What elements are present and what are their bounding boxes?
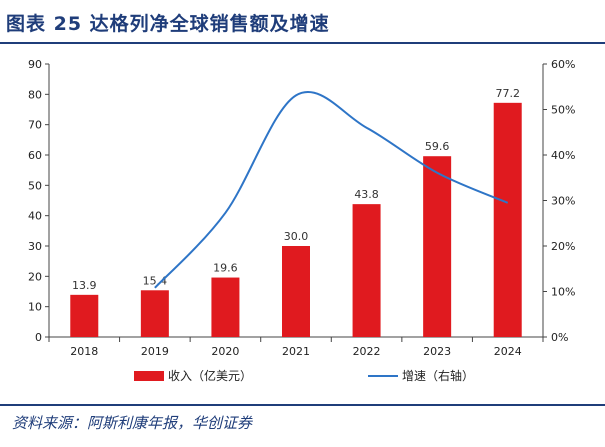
left-tick-label: 90 <box>28 58 42 71</box>
legend-bar-label: 收入（亿美元） <box>168 368 252 383</box>
title-bar: 图表 25 达格列净全球销售额及增速 <box>0 0 605 44</box>
legend-line-label: 增速（右轴） <box>402 368 474 383</box>
left-tick-label: 70 <box>28 119 42 132</box>
source-bar: 资料来源：阿斯利康年报，华创证券 <box>0 404 605 447</box>
bar <box>423 156 452 337</box>
left-tick-label: 50 <box>28 179 42 192</box>
right-tick-label: 10% <box>551 286 575 299</box>
bar-data-label: 59.6 <box>425 140 450 153</box>
x-tick-label: 2022 <box>353 345 381 358</box>
chart-title: 图表 25 达格列净全球销售额及增速 <box>6 13 330 35</box>
bar-data-label: 13.9 <box>72 279 97 292</box>
x-tick-label: 2021 <box>282 345 310 358</box>
growth-line <box>154 91 509 289</box>
bar <box>352 204 381 337</box>
right-tick-label: 40% <box>551 149 575 162</box>
bar-data-label: 43.8 <box>354 188 379 201</box>
legend-bar-swatch <box>134 371 164 381</box>
left-tick-label: 60 <box>28 149 42 162</box>
bar-data-label: 15.4 <box>143 274 168 287</box>
left-tick-label: 40 <box>28 210 42 223</box>
bar <box>140 290 169 337</box>
x-tick-label: 2019 <box>141 345 169 358</box>
x-tick-label: 2024 <box>494 345 522 358</box>
left-tick-label: 0 <box>35 331 42 344</box>
bar <box>282 246 310 337</box>
bar-data-label: 19.6 <box>213 262 238 275</box>
right-tick-label: 0% <box>551 331 568 344</box>
left-tick-label: 20 <box>28 270 42 283</box>
left-tick-label: 30 <box>28 240 42 253</box>
right-tick-label: 50% <box>551 104 575 117</box>
bar <box>211 277 240 337</box>
left-tick-label: 80 <box>28 88 42 101</box>
bar <box>70 294 99 337</box>
bar-data-label: 30.0 <box>284 230 309 243</box>
bar-data-label: 77.2 <box>495 87 520 100</box>
x-tick-label: 2020 <box>211 345 239 358</box>
chart: 0 10 20 30 40 50 60 70 80 90 0% 10% 20% 30% 40% 50% 60% 2… <box>28 58 575 383</box>
right-tick-label: 20% <box>551 240 575 253</box>
source-note: 资料来源：阿斯利康年报，华创证券 <box>12 414 253 432</box>
x-tick-label: 2023 <box>423 345 451 358</box>
right-tick-label: 60% <box>551 58 575 71</box>
bar <box>493 102 522 338</box>
x-tick-label: 2018 <box>70 345 98 358</box>
left-tick-label: 10 <box>28 301 42 314</box>
right-tick-label: 30% <box>551 195 575 208</box>
